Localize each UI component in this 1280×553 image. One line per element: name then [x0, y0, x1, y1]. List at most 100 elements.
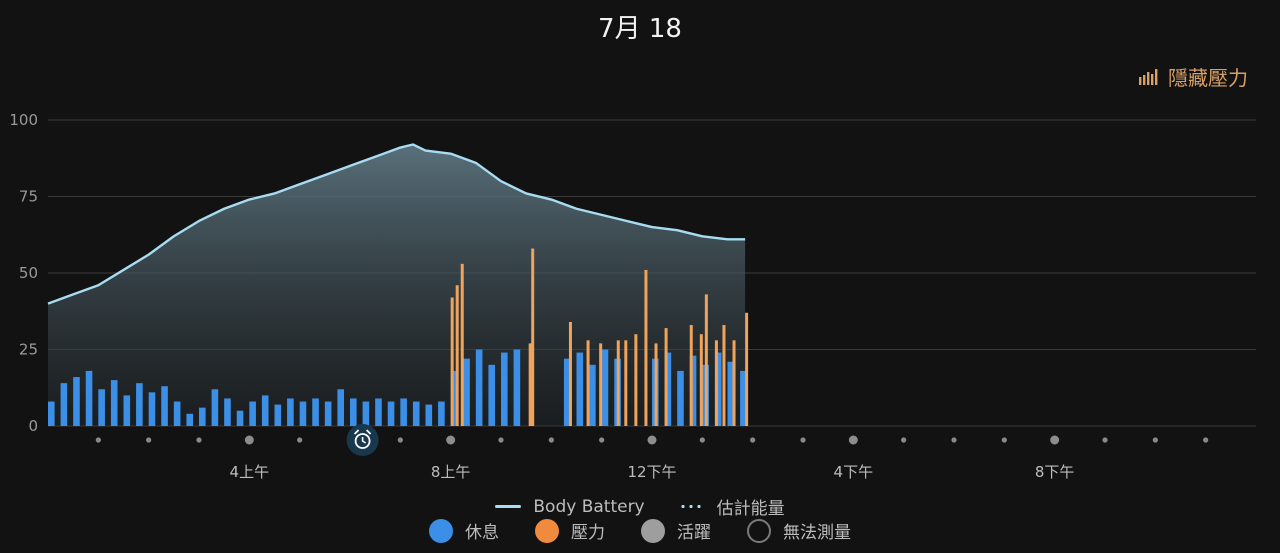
stress-bar [455, 285, 459, 426]
stress-bar [387, 401, 395, 426]
stress-bar [412, 401, 420, 426]
hour-dot [647, 435, 657, 445]
hour-dot [297, 437, 303, 443]
stress-bar [576, 352, 584, 426]
stress-bar [513, 349, 521, 426]
stress-bar [110, 380, 118, 426]
stress-bar [727, 361, 735, 426]
stress-bar [677, 370, 684, 426]
stress-bar [98, 389, 105, 426]
legend-label: 無法測量 [783, 523, 851, 543]
stress-bar [48, 401, 55, 426]
level-legend: 休息 壓力 活躍 無法測量 [0, 518, 1280, 543]
stress-bar [425, 404, 433, 426]
stress-bar [624, 340, 628, 426]
stress-bar [699, 334, 703, 426]
legend-swatch [535, 518, 559, 543]
stress-bar [362, 401, 370, 426]
stress-bar [475, 349, 483, 426]
stress-bar [73, 377, 80, 426]
alarm-bell-left [353, 429, 360, 435]
hour-dot [699, 437, 705, 443]
y-tick-label: 100 [9, 111, 38, 129]
stress-bar [249, 401, 256, 426]
legend-swatch [747, 518, 771, 543]
stress-bar [654, 343, 658, 426]
legend-item: 估計能量 [678, 494, 785, 519]
x-tick-label: 12下午 [627, 463, 676, 481]
stress-bar [488, 364, 496, 426]
x-tick-label: 8下午 [1035, 463, 1075, 481]
stress-bar [634, 334, 638, 426]
stress-bar [714, 340, 718, 426]
legend-swatch [495, 505, 522, 508]
stress-bar [601, 349, 609, 426]
stress-bar [148, 392, 156, 426]
stress-bar [568, 321, 572, 426]
alarm-face [354, 433, 371, 449]
y-tick-label: 25 [19, 341, 38, 359]
hour-dot [1102, 437, 1108, 443]
stress-bar [400, 398, 407, 426]
stress-bar [161, 386, 168, 426]
stress-bar [224, 398, 231, 426]
alarm-hands [361, 437, 367, 444]
hour-dot [397, 437, 403, 443]
stress-bar [312, 398, 319, 426]
x-tick-label: 8上午 [431, 463, 471, 481]
stress-bar [450, 297, 454, 426]
legend-label: 休息 [465, 523, 499, 543]
hour-dot [146, 437, 152, 443]
stress-bar [123, 395, 131, 426]
stress-bar [450, 370, 458, 426]
stress-bar [375, 398, 382, 426]
stress-bar [531, 248, 535, 426]
legend-label: 壓力 [571, 523, 605, 543]
stress-bar [586, 340, 590, 426]
x-tick-label: 4上午 [230, 463, 270, 481]
stress-bar [599, 343, 603, 426]
alarm-bell-right [365, 429, 372, 435]
legend-item: 休息 [429, 518, 499, 543]
stress-bar [261, 395, 269, 426]
stress-bar [689, 355, 697, 426]
hour-dot [498, 437, 504, 443]
body-battery-line [47, 143, 746, 305]
stress-bar [324, 401, 332, 426]
hour-dot [548, 437, 554, 443]
stress-bar [644, 269, 648, 426]
stress-bar [664, 328, 668, 426]
alarm-clock-icon [346, 424, 379, 456]
stress-bar [589, 364, 596, 426]
hour-dot [244, 435, 254, 445]
legend-label: 估計能量 [716, 499, 785, 519]
stress-bar [740, 370, 747, 426]
stress-bar [337, 389, 345, 426]
stress-bar [722, 325, 726, 426]
stress-bar [85, 370, 93, 426]
chart-title: 7月 18 [598, 14, 682, 44]
hide-stress-toggle[interactable]: 隱藏壓力 [1138, 62, 1248, 91]
stress-bar [60, 383, 68, 426]
legend-item: 活躍 [641, 518, 711, 543]
hide-stress-label: 隱藏壓力 [1168, 66, 1248, 90]
hour-dot [446, 435, 456, 445]
stress-bar [528, 343, 532, 426]
stress-bar [460, 263, 464, 426]
hour-dot [1001, 437, 1007, 443]
stress-bars-icon [1139, 68, 1158, 85]
hour-dot [196, 437, 202, 443]
stress-bar [173, 401, 181, 426]
hour-dot [901, 437, 907, 443]
stress-bar [199, 407, 206, 426]
hour-dot [1050, 435, 1060, 445]
stress-bar [299, 401, 307, 426]
hour-dot [750, 437, 756, 443]
body-battery-chart: 0 25 50 75 100 4上午 8上午 12下午 4下午 8下午 [9, 111, 1256, 481]
stress-bar [186, 413, 194, 426]
x-tick-label: 4下午 [834, 463, 874, 481]
stress-bar [732, 340, 736, 426]
stress-bar [236, 410, 244, 426]
y-tick-label: 0 [28, 417, 38, 435]
legend-swatch [678, 505, 705, 508]
